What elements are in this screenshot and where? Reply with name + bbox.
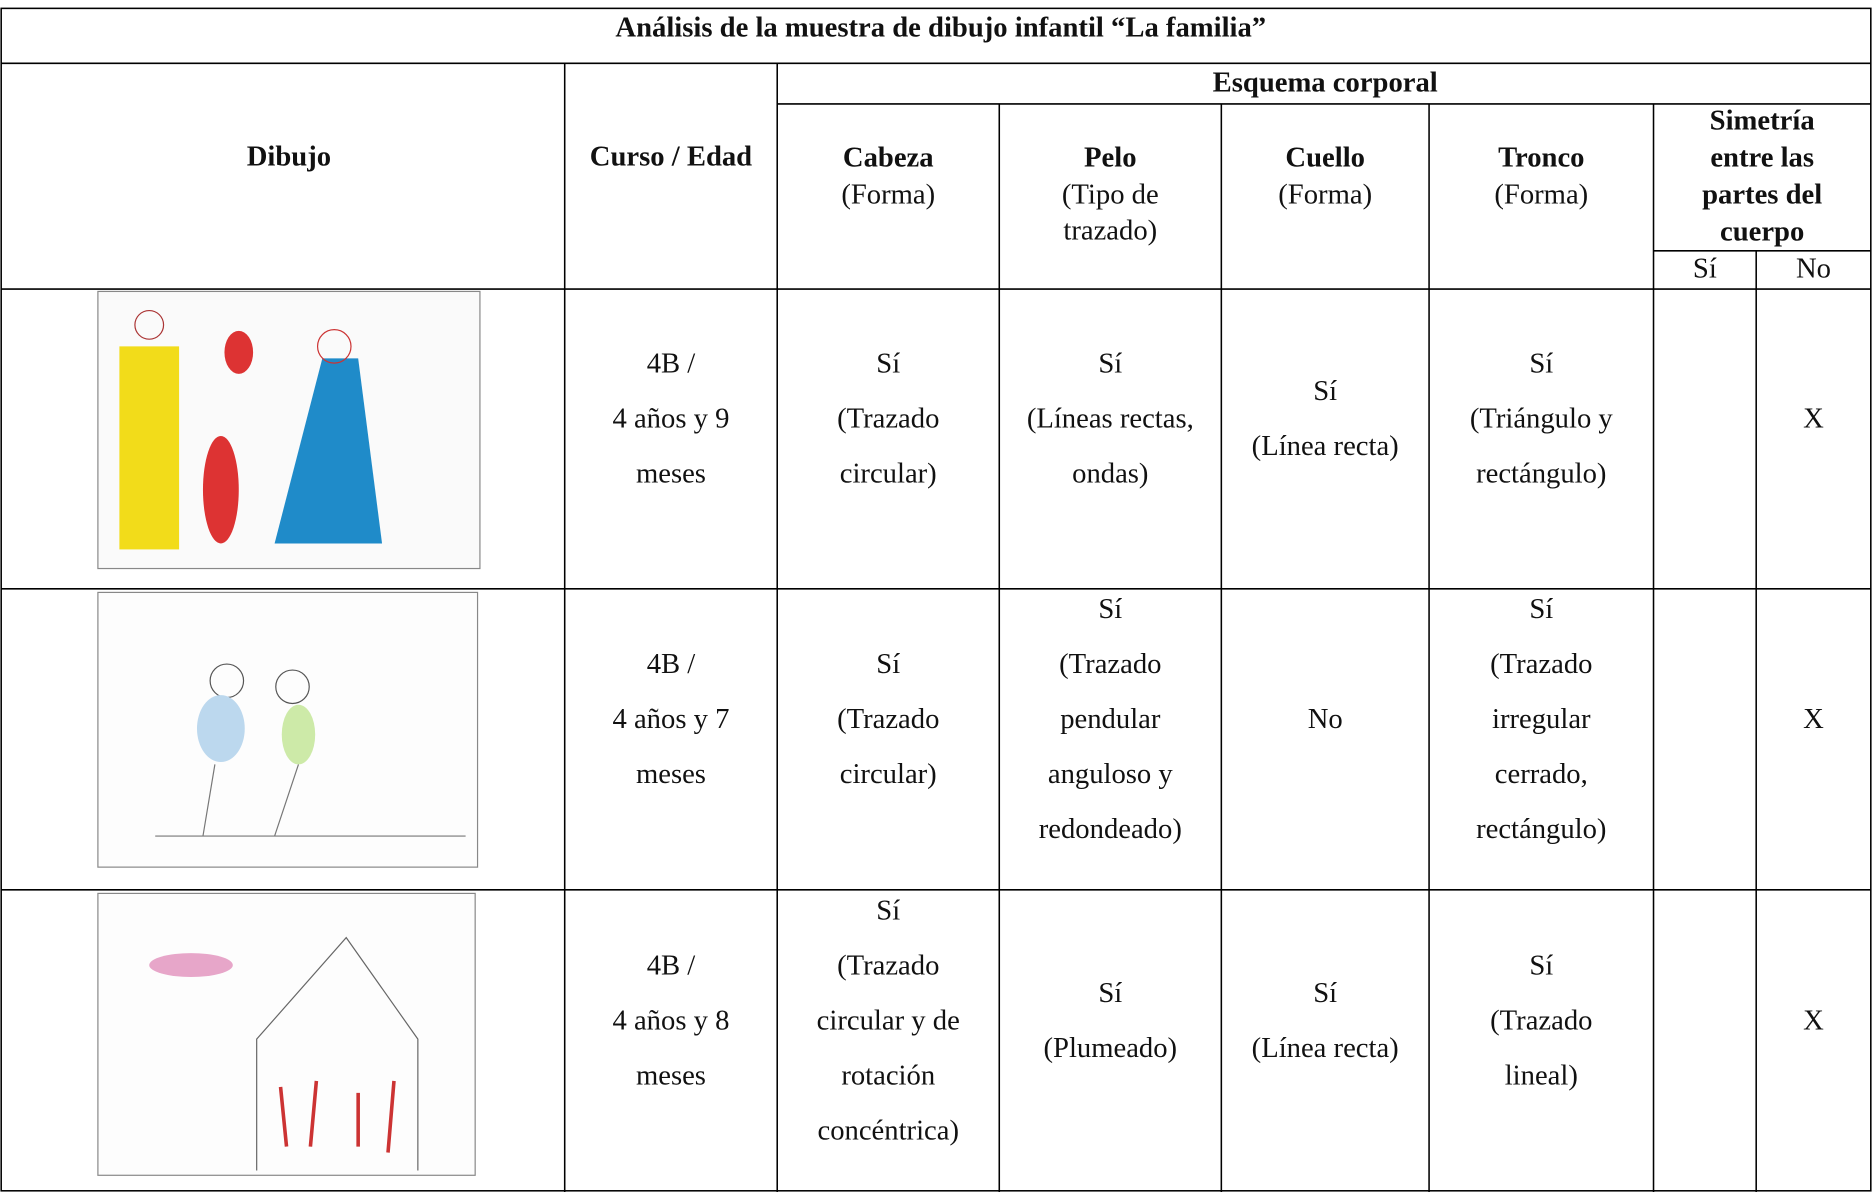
drawing-1	[97, 290, 481, 570]
cell-text: Sí	[876, 348, 900, 380]
figure	[281, 704, 316, 765]
cell-text: ondas)	[1072, 458, 1148, 490]
header-sub: (Forma)	[1494, 179, 1588, 211]
figures	[278, 1080, 396, 1153]
cell-text: meses	[636, 458, 706, 490]
cell-text: circular y de	[817, 1005, 960, 1037]
drawing-3	[97, 892, 476, 1176]
drawing-2	[97, 591, 479, 868]
cell-text: lineal)	[1505, 1060, 1578, 1092]
figure	[274, 358, 383, 544]
header-cell: Tronco	[1498, 142, 1584, 174]
table-title: Análisis de la muestra de dibujo infanti…	[615, 11, 1266, 43]
cell-text: (Trazado	[837, 403, 939, 435]
cell-text: Sí	[876, 895, 900, 927]
cell-text: circular)	[840, 758, 937, 790]
cell-text: pendular	[1060, 703, 1161, 735]
cell-mark: X	[1803, 403, 1824, 435]
header-cell: Pelo	[1084, 142, 1136, 174]
header-sub: (Forma)	[1278, 179, 1372, 211]
cell-text: 4B /	[647, 648, 696, 680]
cell-text: cerrado,	[1495, 758, 1588, 790]
head	[134, 309, 165, 340]
cell-text: rectángulo)	[1476, 813, 1606, 845]
cell-text: 4 años y 9	[612, 403, 729, 435]
header-cell: partes del	[1702, 179, 1822, 211]
header-cell: Simetría	[1710, 105, 1815, 137]
cell-text: (Línea recta)	[1252, 1032, 1399, 1064]
cell-text: Sí	[1529, 593, 1553, 625]
header-cell: Cuello	[1285, 142, 1365, 174]
cell-text: Sí	[1313, 375, 1337, 407]
cell-text: (Trazado	[1059, 648, 1161, 680]
plane	[149, 953, 233, 978]
drawing-frame	[97, 892, 476, 1176]
cell-text: rectángulo)	[1476, 458, 1606, 490]
strokes	[155, 764, 466, 837]
header-sub: Sí	[1693, 253, 1717, 285]
cell-text: circular)	[840, 458, 937, 490]
cell-text: No	[1308, 703, 1343, 735]
header-sub: (Tipo de	[1062, 179, 1159, 211]
head	[316, 329, 352, 364]
cell-text: 4 años y 8	[612, 1005, 729, 1037]
figure	[224, 330, 254, 374]
cell-text: meses	[636, 758, 706, 790]
cell-text: (Trazado	[1490, 648, 1592, 680]
cell-text: 4B /	[647, 950, 696, 982]
head	[275, 669, 310, 705]
cell-mark: X	[1803, 1005, 1824, 1037]
cell-text: anguloso y	[1048, 758, 1174, 790]
cell-text: (Triángulo y	[1470, 403, 1614, 435]
figure	[119, 346, 180, 550]
cell-text: (Plumeado)	[1044, 1032, 1178, 1064]
cell-text: concéntrica)	[818, 1114, 959, 1146]
header-sub: (Forma)	[841, 179, 935, 211]
header-cell: Dibujo	[247, 140, 331, 172]
cell-text: Sí	[1098, 977, 1122, 1009]
header-group: Esquema corporal	[1213, 66, 1438, 98]
figure	[196, 695, 245, 763]
cell-text: Sí	[876, 648, 900, 680]
cell-mark: X	[1803, 703, 1824, 735]
cell-text: (Trazado	[837, 703, 939, 735]
table-border	[0, 7, 1872, 1192]
cell-text: rotación	[841, 1060, 935, 1092]
cell-text: redondeado)	[1039, 813, 1182, 845]
cell-text: 4 años y 7	[612, 703, 729, 735]
cell-text: Sí	[1313, 977, 1337, 1009]
cell-text: 4B /	[647, 348, 696, 380]
header-cell: Cabeza	[843, 142, 934, 174]
cell-text: Sí	[1529, 950, 1553, 982]
cell-text: Sí	[1098, 348, 1122, 380]
cell-text: Sí	[1529, 348, 1553, 380]
header-cell: cuerpo	[1720, 216, 1804, 248]
header-sub: trazado)	[1063, 214, 1157, 246]
cell-text: Sí	[1098, 593, 1122, 625]
cell-text: irregular	[1492, 703, 1591, 735]
cell-text: (Trazado	[1490, 1005, 1592, 1037]
header-sub: No	[1796, 253, 1831, 285]
cell-text: meses	[636, 1060, 706, 1092]
cell-text: (Líneas rectas,	[1027, 403, 1194, 435]
house	[256, 936, 419, 1171]
cell-text: (Trazado	[837, 950, 939, 982]
figure	[202, 435, 239, 544]
header-cell: entre las	[1710, 142, 1814, 174]
header-cell: Curso / Edad	[590, 140, 752, 172]
cell-text: (Línea recta)	[1252, 430, 1399, 462]
